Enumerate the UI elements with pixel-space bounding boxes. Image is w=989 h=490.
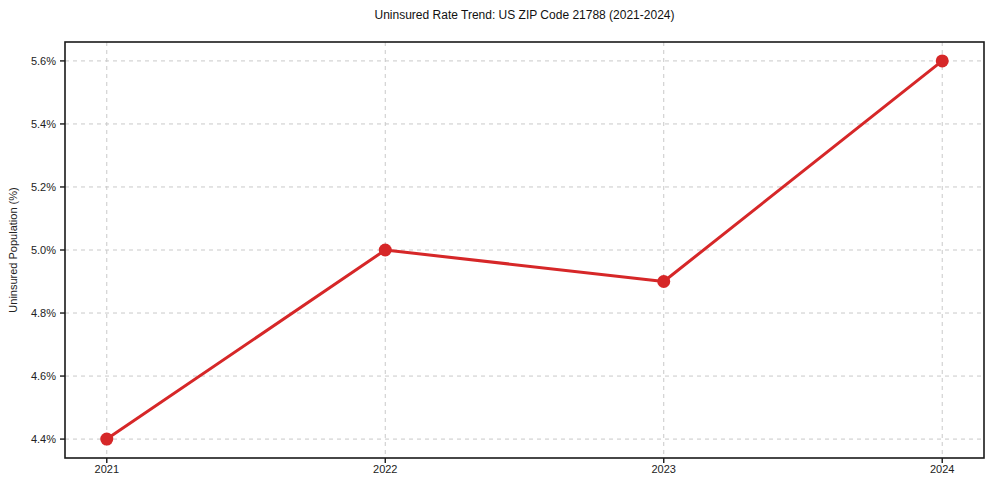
y-tick-label: 5.0% (0, 245, 56, 256)
data-point-marker (657, 275, 670, 288)
y-tick-label: 4.8% (0, 308, 56, 319)
data-point-marker (379, 244, 392, 257)
chart-figure: Uninsured Rate Trend: US ZIP Code 21788 … (0, 0, 989, 490)
x-tick-label: 2022 (373, 464, 397, 475)
line-chart-svg (0, 0, 989, 490)
x-tick-label: 2021 (95, 464, 119, 475)
y-tick-label: 5.6% (0, 55, 56, 66)
y-tick-label: 4.4% (0, 434, 56, 445)
data-point-marker (936, 54, 949, 67)
y-tick-label: 5.2% (0, 181, 56, 192)
x-tick-label: 2024 (930, 464, 954, 475)
data-point-marker (100, 433, 113, 446)
y-tick-label: 4.6% (0, 371, 56, 382)
x-tick-label: 2023 (651, 464, 675, 475)
y-tick-label: 5.4% (0, 118, 56, 129)
